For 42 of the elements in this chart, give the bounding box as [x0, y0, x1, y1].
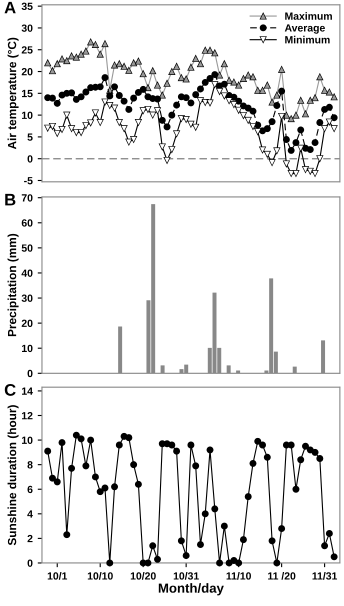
y-axis-title: Precipitation (mm)	[8, 234, 19, 336]
y-tick-label: 20	[22, 320, 33, 328]
y-tick-label: 6	[28, 486, 33, 494]
y-tick-label: 30	[22, 294, 33, 302]
y-tick-label: 25	[22, 46, 33, 54]
y-tick-label: 10	[22, 436, 33, 444]
y-tick-label: 5	[27, 134, 33, 141]
y-tick-label: 8	[27, 461, 33, 469]
y-tick-label: 40	[22, 269, 33, 277]
x-tick-label: 10/10	[88, 572, 113, 580]
x-tick-label: 10/20	[130, 572, 156, 580]
y-tick-label: 0	[28, 155, 33, 163]
y-tick-label: 50	[22, 244, 33, 252]
y-tick-label: 70	[22, 194, 33, 202]
x-tick-label: 11 /20	[268, 572, 296, 580]
chart-title: A	[4, 2, 16, 14]
y-tick-label: 4	[27, 510, 33, 518]
y-tick-label: -5	[24, 177, 33, 184]
y-tick-label: 14	[22, 388, 33, 395]
x-tick-label: 10/31	[174, 572, 199, 580]
y-axis-title: Sunshine duration (hour)	[8, 405, 19, 546]
y-tick-label: 2	[28, 534, 33, 542]
chart-title: B	[5, 194, 16, 206]
y-tick-label: 15	[22, 90, 33, 98]
y-tick-label: 30	[22, 24, 33, 32]
legend-label: Average	[284, 24, 325, 34]
x-axis-title: Month/day	[158, 583, 224, 596]
y-tick-label: 10	[22, 344, 33, 352]
x-tick-label: 11/31	[312, 572, 338, 580]
chart-title: C	[4, 384, 16, 396]
y-axis-title: Air temperature (°C)	[8, 38, 19, 150]
y-tick-label: 35	[22, 2, 33, 10]
y-tick-label: 12	[22, 412, 33, 420]
x-tick-label: 11/10	[226, 572, 251, 580]
y-tick-label: 10	[22, 112, 33, 119]
y-tick-label: 20	[22, 68, 33, 76]
x-tick-label: 10/1	[48, 572, 68, 580]
y-tick-label: 0	[28, 370, 33, 378]
y-tick-label: 60	[22, 219, 33, 227]
legend-label: Minimum	[285, 36, 330, 44]
y-tick-label: 0	[28, 559, 33, 567]
legend-label: Maximum	[285, 12, 332, 20]
